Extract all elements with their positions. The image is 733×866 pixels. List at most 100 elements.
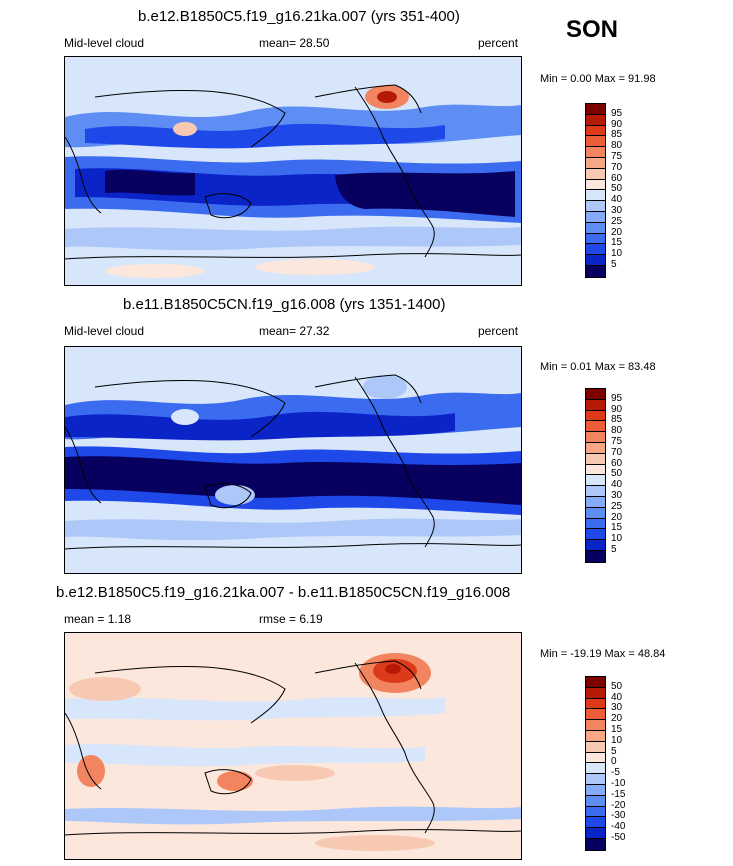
panel-1-field-greenland-core	[377, 91, 397, 103]
panel-2-colorbar-segment	[586, 518, 605, 530]
panel-3-colorbar-tick-label: 15	[611, 724, 623, 735]
panel-2-coast-africa	[65, 426, 102, 504]
panel-3-colorbar-segment	[586, 698, 605, 710]
panel-1-coast-antarctica	[65, 253, 521, 260]
panel-3-colorbar-tick-label: -50	[611, 832, 626, 843]
panel-2-colorbar-segment	[586, 432, 605, 443]
panel-1-colorbar-segment	[586, 233, 605, 245]
panel-1-colorbar-tick-label: 40	[611, 194, 623, 206]
panel-1-colorbar-segment	[586, 201, 605, 212]
panel-2-colorbar-tick-label: 80	[611, 425, 623, 437]
panel-3-contours	[65, 653, 521, 851]
panel-1-coast-north-america	[314, 84, 422, 114]
panel-3-colorbar-tick-label: -30	[611, 810, 626, 822]
panel-2-mean-label: mean= 27.32	[259, 324, 330, 338]
panel-3-map-svg	[65, 633, 521, 859]
panel-3-coast-americas	[354, 662, 435, 834]
panel-3-colorbar-tick-label: -5	[611, 767, 620, 779]
panel-3-colorbar-segment	[586, 709, 605, 721]
panel-1-field-tibet-warm	[173, 122, 197, 136]
panel-3-colorbar-tick-label: 30	[611, 702, 623, 714]
panel-3-field-greenland-peak	[385, 664, 401, 674]
panel-1-title: b.e12.B1850C5.f19_g16.21ka.007 (yrs 351-…	[138, 8, 460, 25]
panel-1-colorbar-tick-label: 30	[611, 205, 623, 216]
panel-2-colorbar-tick-label: 30	[611, 490, 623, 501]
panel-2-map	[64, 346, 522, 574]
panel-1-colorbar-tick-label: 95	[611, 107, 623, 119]
panel-1-field-sh-band	[65, 226, 521, 251]
panel-1-map	[64, 56, 522, 286]
panel-1-minmax: Min = 0.00 Max = 91.98	[540, 73, 656, 85]
panel-3-colorbar-box	[585, 676, 606, 851]
panel-3-colorbar-segment	[586, 784, 605, 796]
panel-3-colorbar-segment	[586, 677, 605, 688]
panel-1-field-sh-warm-2	[105, 264, 205, 278]
panel-1-colorbar-tick-label: 5	[611, 259, 617, 270]
panel-3-colorbar-tick-label: -15	[611, 788, 626, 800]
panel-1-colorbar-segment	[586, 104, 605, 115]
panel-1-coast-africa	[65, 136, 102, 214]
panel-3-rmse-label: rmse = 6.19	[259, 612, 323, 626]
panel-3-coast-australia	[204, 769, 252, 795]
panel-2-title: b.e11.B1850C5CN.f19_g16.008 (yrs 1351-14…	[123, 296, 446, 313]
panel-3-field-nh-cool	[65, 697, 445, 721]
panel-1-field-indian-dark	[105, 169, 195, 196]
panel-1-colorbar-tick-label: 70	[611, 161, 623, 173]
panel-2-colorbar-tick-label: 70	[611, 446, 623, 458]
panel-3-field-pacific-warm	[255, 765, 335, 781]
panel-2-colorbar-tick-label: 60	[611, 457, 623, 469]
panel-1-colorbar-segment	[586, 136, 605, 148]
panel-3-coast-africa	[65, 712, 102, 790]
panel-3-colorbar-segment	[586, 720, 605, 731]
panel-2-colorbar-tick-label: 5	[611, 544, 617, 555]
panel-1-colorbar-segment	[586, 114, 605, 126]
panel-2-variable-label: Mid-level cloud	[64, 324, 145, 338]
panel-3-colorbar-tick-label: 40	[611, 691, 623, 703]
panel-1-colorbar-segment	[586, 147, 605, 158]
panel-1-colorbar-tick-label: 25	[611, 215, 623, 227]
panel-1-variable-label: Mid-level cloud	[64, 36, 145, 50]
panel-3-colorbar-tick-label: 0	[611, 756, 617, 768]
panel-2-colorbar-tick-label: 15	[611, 522, 623, 534]
panel-3-colorbar-segment	[586, 763, 605, 775]
panel-1-colorbar-segment	[586, 168, 605, 180]
panel-2-units-label: percent	[478, 324, 519, 338]
panel-3-colorbar-tick-label: -10	[611, 778, 626, 789]
panel-1-colorbar-segment	[586, 125, 605, 137]
panel-2-coast-north-america	[314, 374, 422, 404]
panel-3-minmax: Min = -19.19 Max = 48.84	[540, 648, 666, 660]
panel-2-colorbar-box	[585, 388, 606, 563]
panel-2-field-tibet-pale	[171, 409, 199, 425]
panel-3-colorbar-segment	[586, 752, 605, 764]
panel-3-colorbar-segment	[586, 687, 605, 699]
panel-2-colorbar-segment	[586, 421, 605, 433]
panel-3-colorbar-tick-label: 50	[611, 680, 623, 692]
panel-2-colorbar-segment	[586, 453, 605, 465]
panel-3-field-africa-warm	[77, 755, 105, 787]
panel-2-colorbar-tick-label: 20	[611, 511, 623, 523]
panel-1-coast-asia	[94, 89, 286, 148]
panel-1-coastlines	[65, 84, 521, 260]
panel-2-colorbar-segment	[586, 550, 605, 562]
panel-1-map-svg	[65, 57, 521, 285]
panel-2-colorbar-segment	[586, 389, 605, 400]
panel-2-coast-australia	[204, 483, 252, 509]
panel-3-mean-label: mean = 1.18	[64, 612, 132, 626]
panel-3-field-sh-warm	[315, 835, 435, 851]
panel-1-coast-americas	[354, 86, 435, 258]
panel-2-coast-antarctica	[65, 543, 521, 550]
panel-1-colorbar-segment	[586, 179, 605, 191]
panel-2-colorbar-tick-label: 75	[611, 436, 623, 447]
panel-2-colorbar-segment	[586, 507, 605, 519]
panel-3-colorbar-tick-label: 5	[611, 745, 617, 757]
panel-1-colorbar-segment	[586, 244, 605, 256]
panel-3-coastlines	[65, 660, 521, 836]
panel-3-field-tropic-cool	[65, 744, 425, 767]
panel-3-coast-antarctica	[65, 829, 521, 836]
panel-1-colorbar-tick-label: 75	[611, 151, 623, 162]
panel-3-colorbar-tick-label: -40	[611, 821, 626, 833]
panel-1-colorbar-tick-label: 80	[611, 140, 623, 152]
panel-2-field-greenland-pale	[363, 375, 407, 399]
panel-3-field-sh-cool	[65, 806, 521, 825]
panel-3-colorbar-segment	[586, 774, 605, 785]
